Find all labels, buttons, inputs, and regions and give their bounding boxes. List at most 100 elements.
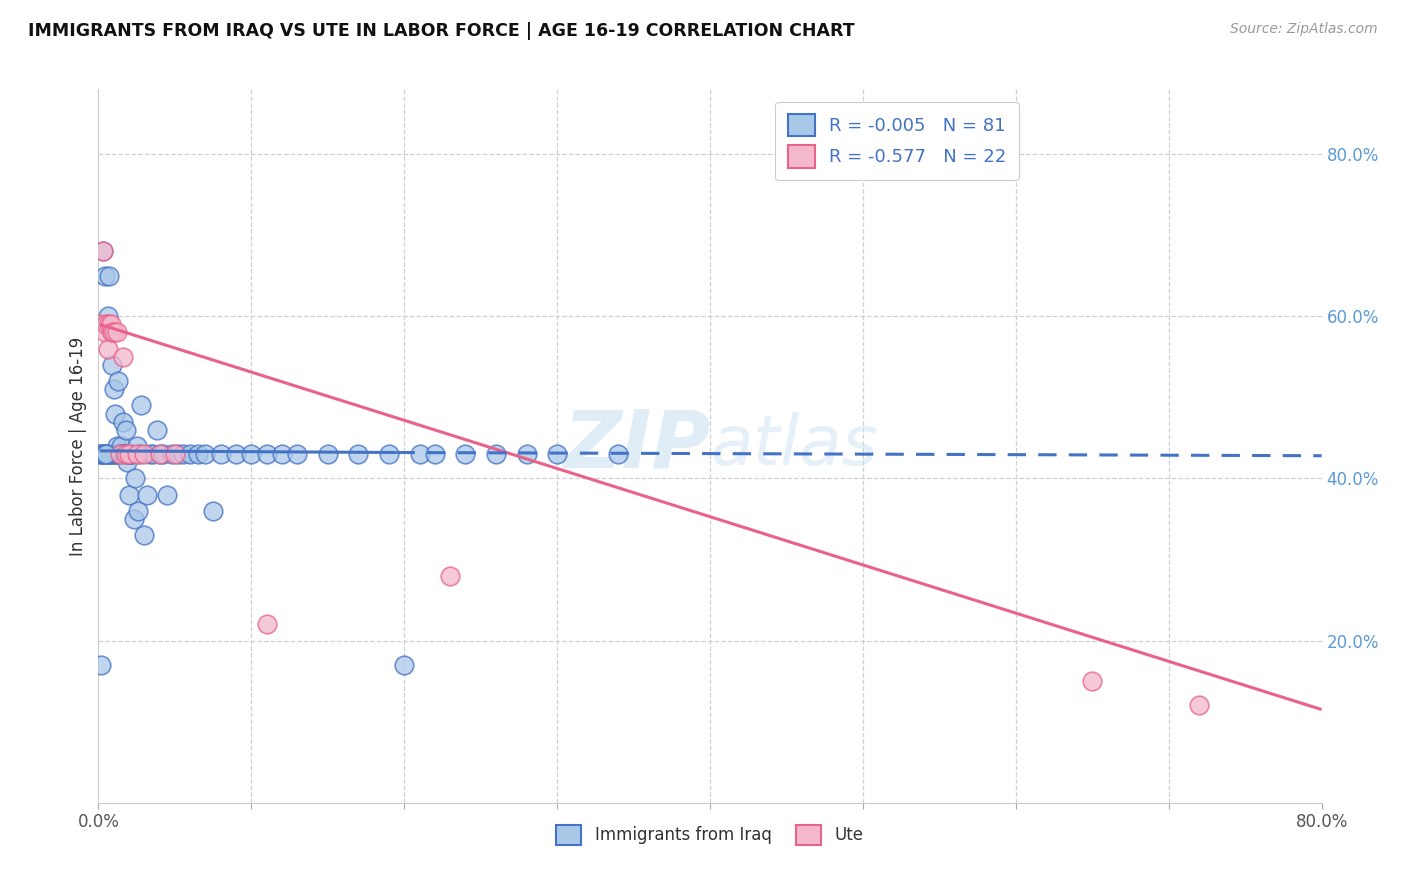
Point — [270, 447, 292, 461]
Point — [316, 447, 339, 461]
Point — [108, 447, 131, 461]
Point — [172, 447, 194, 461]
Point — [546, 447, 568, 461]
Y-axis label: In Labor Force | Age 16-19: In Labor Force | Age 16-19 — [69, 336, 87, 556]
Point — [1188, 698, 1211, 713]
Point — [134, 528, 156, 542]
Point — [91, 244, 114, 259]
Point — [392, 657, 416, 672]
Point — [118, 447, 141, 461]
Point — [97, 447, 120, 461]
Point — [118, 447, 141, 461]
Point — [202, 504, 225, 518]
Point — [93, 326, 115, 340]
Text: atlas: atlas — [710, 412, 877, 480]
Point — [347, 447, 370, 461]
Point — [1081, 674, 1104, 689]
Point — [240, 447, 263, 461]
Text: Source: ZipAtlas.com: Source: ZipAtlas.com — [1230, 22, 1378, 37]
Point — [256, 617, 278, 632]
Point — [104, 447, 127, 461]
Point — [103, 326, 125, 340]
Point — [423, 447, 446, 461]
Point — [149, 447, 172, 461]
Point — [101, 326, 124, 340]
Point — [91, 447, 114, 461]
Point — [125, 447, 148, 461]
Point — [90, 447, 112, 461]
Point — [115, 447, 138, 461]
Point — [100, 447, 122, 461]
Point — [115, 447, 138, 461]
Point — [122, 512, 145, 526]
Point — [104, 407, 127, 421]
Point — [98, 318, 121, 332]
Point — [607, 447, 630, 461]
Point — [111, 350, 134, 364]
Point — [91, 447, 114, 461]
Point — [89, 318, 111, 332]
Point — [89, 447, 111, 461]
Point — [100, 318, 122, 332]
Point — [103, 382, 125, 396]
Point — [111, 447, 134, 461]
Point — [163, 447, 186, 461]
Point — [110, 447, 132, 461]
Text: IMMIGRANTS FROM IRAQ VS UTE IN LABOR FORCE | AGE 16-19 CORRELATION CHART: IMMIGRANTS FROM IRAQ VS UTE IN LABOR FOR… — [28, 22, 855, 40]
Point — [105, 447, 128, 461]
Legend: Immigrants from Iraq, Ute: Immigrants from Iraq, Ute — [547, 814, 873, 855]
Point — [97, 342, 120, 356]
Point — [97, 310, 120, 324]
Point — [94, 318, 117, 332]
Point — [105, 326, 128, 340]
Point — [100, 326, 122, 340]
Point — [225, 447, 247, 461]
Point — [118, 488, 141, 502]
Point — [194, 447, 217, 461]
Point — [139, 447, 162, 461]
Point — [93, 268, 115, 283]
Point — [378, 447, 401, 461]
Point — [156, 488, 179, 502]
Point — [142, 447, 165, 461]
Point — [112, 447, 135, 461]
Point — [105, 439, 128, 453]
Point — [179, 447, 201, 461]
Point — [134, 447, 156, 461]
Point — [136, 488, 159, 502]
Point — [209, 447, 232, 461]
Point — [152, 447, 174, 461]
Point — [285, 447, 308, 461]
Point — [149, 447, 172, 461]
Point — [94, 447, 117, 461]
Point — [110, 439, 132, 453]
Point — [111, 415, 134, 429]
Point — [107, 447, 129, 461]
Point — [94, 318, 117, 332]
Point — [101, 447, 124, 461]
Point — [108, 447, 131, 461]
Point — [107, 374, 129, 388]
Point — [91, 244, 114, 259]
Point — [125, 439, 148, 453]
Point — [187, 447, 209, 461]
Point — [101, 358, 124, 372]
Point — [408, 447, 430, 461]
Point — [167, 447, 190, 461]
Point — [454, 447, 477, 461]
Point — [98, 268, 121, 283]
Point — [112, 447, 135, 461]
Point — [90, 657, 112, 672]
Point — [94, 447, 117, 461]
Point — [115, 423, 138, 437]
Point — [516, 447, 538, 461]
Point — [108, 447, 131, 461]
Point — [124, 471, 146, 485]
Point — [160, 447, 183, 461]
Text: ZIP: ZIP — [562, 407, 710, 485]
Point — [98, 447, 121, 461]
Point — [128, 447, 150, 461]
Point — [439, 568, 461, 582]
Point — [103, 447, 125, 461]
Point — [120, 447, 142, 461]
